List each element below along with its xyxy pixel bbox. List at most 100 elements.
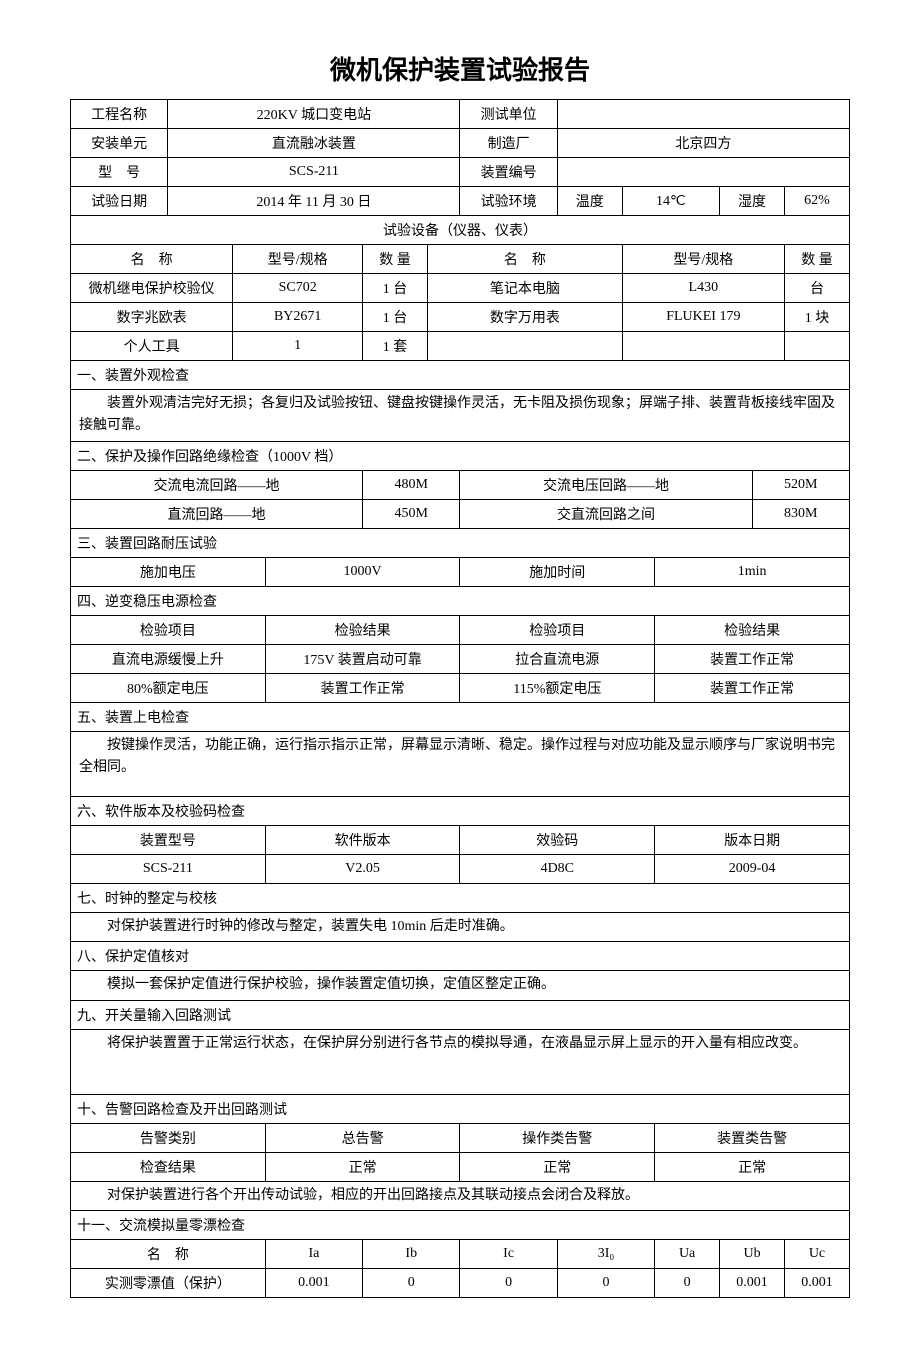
s2-r1l: 交流电流回路——地 bbox=[71, 470, 363, 499]
value-install-unit: 直流融冰装置 bbox=[168, 129, 460, 158]
s6-v2: V2.05 bbox=[265, 854, 460, 883]
s3-title: 三、装置回路耐压试验 bbox=[71, 528, 850, 557]
equip-r1-s1: BY2671 bbox=[233, 303, 363, 332]
s6-v1: SCS-211 bbox=[71, 854, 266, 883]
s11-r7: 0.001 bbox=[784, 1268, 849, 1297]
s11-title: 十一、交流模拟量零漂检查 bbox=[71, 1210, 850, 1239]
s2-r2v: 450M bbox=[363, 499, 460, 528]
value-test-date: 2014 年 11 月 30 日 bbox=[168, 187, 460, 216]
s4-title: 四、逆变稳压电源检查 bbox=[71, 586, 850, 615]
s4-r2c: 115%额定电压 bbox=[460, 673, 655, 702]
s6-title: 六、软件版本及校验码检查 bbox=[71, 796, 850, 825]
label-test-env: 试验环境 bbox=[460, 187, 557, 216]
equip-r2-q1: 1 套 bbox=[363, 332, 428, 361]
s1-text: 装置外观清洁完好无损；各复归及试验按钮、键盘按键操作灵活，无卡阻及损伤现象；屏端… bbox=[71, 390, 850, 442]
s7-title: 七、时钟的整定与校核 bbox=[71, 883, 850, 912]
s6-v3: 4D8C bbox=[460, 854, 655, 883]
s4-h2a: 检验结果 bbox=[265, 615, 460, 644]
label-test-date: 试验日期 bbox=[71, 187, 168, 216]
label-install-unit: 安装单元 bbox=[71, 129, 168, 158]
s4-r1b: 175V 装置启动可靠 bbox=[265, 644, 460, 673]
value-device-no bbox=[557, 158, 849, 187]
equip-r0-s2: L430 bbox=[622, 274, 784, 303]
equip-r2-q2 bbox=[784, 332, 849, 361]
s11-h2: Ib bbox=[363, 1239, 460, 1268]
s4-r1c: 拉合直流电源 bbox=[460, 644, 655, 673]
equip-r0-n1: 微机继电保护校验仪 bbox=[71, 274, 233, 303]
value-model: SCS-211 bbox=[168, 158, 460, 187]
equip-r0-q2: 台 bbox=[784, 274, 849, 303]
equip-title: 试验设备（仪器、仪表） bbox=[71, 216, 850, 245]
s11-h4: 3I₀ bbox=[557, 1239, 654, 1268]
equip-r0-n2: 笔记本电脑 bbox=[427, 274, 622, 303]
report-table: 工程名称 220KV 城口变电站 测试单位 安装单元 直流融冰装置 制造厂 北京… bbox=[70, 99, 850, 1298]
s11-h3: Ic bbox=[460, 1239, 557, 1268]
equip-h-spec2: 型号/规格 bbox=[622, 245, 784, 274]
label-project: 工程名称 bbox=[71, 100, 168, 129]
label-device-no: 装置编号 bbox=[460, 158, 557, 187]
s6-h2: 软件版本 bbox=[265, 825, 460, 854]
s3-tv: 1min bbox=[655, 557, 850, 586]
s11-r1: 0.001 bbox=[265, 1268, 362, 1297]
s10-title: 十、告警回路检查及开出回路测试 bbox=[71, 1094, 850, 1123]
s10-h4: 装置类告警 bbox=[655, 1123, 850, 1152]
equip-r2-s1: 1 bbox=[233, 332, 363, 361]
s11-r2: 0 bbox=[363, 1268, 460, 1297]
s2-title: 二、保护及操作回路绝缘检查（1000V 档） bbox=[71, 441, 850, 470]
s8-text: 模拟一套保护定值进行保护校验，操作装置定值切换，定值区整定正确。 bbox=[71, 971, 850, 1000]
s4-h1a: 检验项目 bbox=[71, 615, 266, 644]
s11-r6: 0.001 bbox=[720, 1268, 785, 1297]
s3-vv: 1000V bbox=[265, 557, 460, 586]
s10-r3: 正常 bbox=[460, 1152, 655, 1181]
s3-tl: 施加时间 bbox=[460, 557, 655, 586]
label-test-unit: 测试单位 bbox=[460, 100, 557, 129]
s11-h6: Ub bbox=[720, 1239, 785, 1268]
s2-r2rv: 830M bbox=[752, 499, 849, 528]
label-model: 型 号 bbox=[71, 158, 168, 187]
s11-r5: 0 bbox=[655, 1268, 720, 1297]
equip-h-qty1: 数 量 bbox=[363, 245, 428, 274]
s4-r2b: 装置工作正常 bbox=[265, 673, 460, 702]
s6-h3: 效验码 bbox=[460, 825, 655, 854]
equip-r1-q2: 1 块 bbox=[784, 303, 849, 332]
equip-h-name1: 名 称 bbox=[71, 245, 233, 274]
equip-r2-s2 bbox=[622, 332, 784, 361]
s11-h5: Ua bbox=[655, 1239, 720, 1268]
s4-h1b: 检验项目 bbox=[460, 615, 655, 644]
equip-h-qty2: 数 量 bbox=[784, 245, 849, 274]
s11-r4: 0 bbox=[557, 1268, 654, 1297]
s11-h1: Ia bbox=[265, 1239, 362, 1268]
s8-title: 八、保护定值核对 bbox=[71, 942, 850, 971]
s5-text: 按键操作灵活，功能正确，运行指示指示正常，屏幕显示清晰、稳定。操作过程与对应功能… bbox=[71, 731, 850, 796]
value-manufacturer: 北京四方 bbox=[557, 129, 849, 158]
value-project: 220KV 城口变电站 bbox=[168, 100, 460, 129]
s1-title: 一、装置外观检查 bbox=[71, 361, 850, 390]
s2-r1v: 480M bbox=[363, 470, 460, 499]
equip-r2-n1: 个人工具 bbox=[71, 332, 233, 361]
s2-r2r: 交直流回路之间 bbox=[460, 499, 752, 528]
s6-h1: 装置型号 bbox=[71, 825, 266, 854]
s10-h1: 告警类别 bbox=[71, 1123, 266, 1152]
s5-title: 五、装置上电检查 bbox=[71, 702, 850, 731]
s4-r1d: 装置工作正常 bbox=[655, 644, 850, 673]
equip-h-spec1: 型号/规格 bbox=[233, 245, 363, 274]
s4-r2d: 装置工作正常 bbox=[655, 673, 850, 702]
s4-r2a: 80%额定电压 bbox=[71, 673, 266, 702]
s9-text: 将保护装置置于正常运行状态，在保护屏分别进行各节点的模拟导通，在液晶显示屏上显示… bbox=[71, 1029, 850, 1094]
s6-h4: 版本日期 bbox=[655, 825, 850, 854]
value-temp: 14℃ bbox=[622, 187, 719, 216]
equip-r1-s2: FLUKEI 179 bbox=[622, 303, 784, 332]
equip-r0-s1: SC702 bbox=[233, 274, 363, 303]
s9-title: 九、开关量输入回路测试 bbox=[71, 1000, 850, 1029]
s2-r1r: 交流电压回路——地 bbox=[460, 470, 752, 499]
value-test-unit bbox=[557, 100, 849, 129]
s4-r1a: 直流电源缓慢上升 bbox=[71, 644, 266, 673]
s10-r4: 正常 bbox=[655, 1152, 850, 1181]
label-humidity: 湿度 bbox=[720, 187, 785, 216]
s10-r1: 检查结果 bbox=[71, 1152, 266, 1181]
equip-r2-n2 bbox=[427, 332, 622, 361]
label-manufacturer: 制造厂 bbox=[460, 129, 557, 158]
equip-r1-n2: 数字万用表 bbox=[427, 303, 622, 332]
equip-h-name2: 名 称 bbox=[427, 245, 622, 274]
equip-r1-n1: 数字兆欧表 bbox=[71, 303, 233, 332]
